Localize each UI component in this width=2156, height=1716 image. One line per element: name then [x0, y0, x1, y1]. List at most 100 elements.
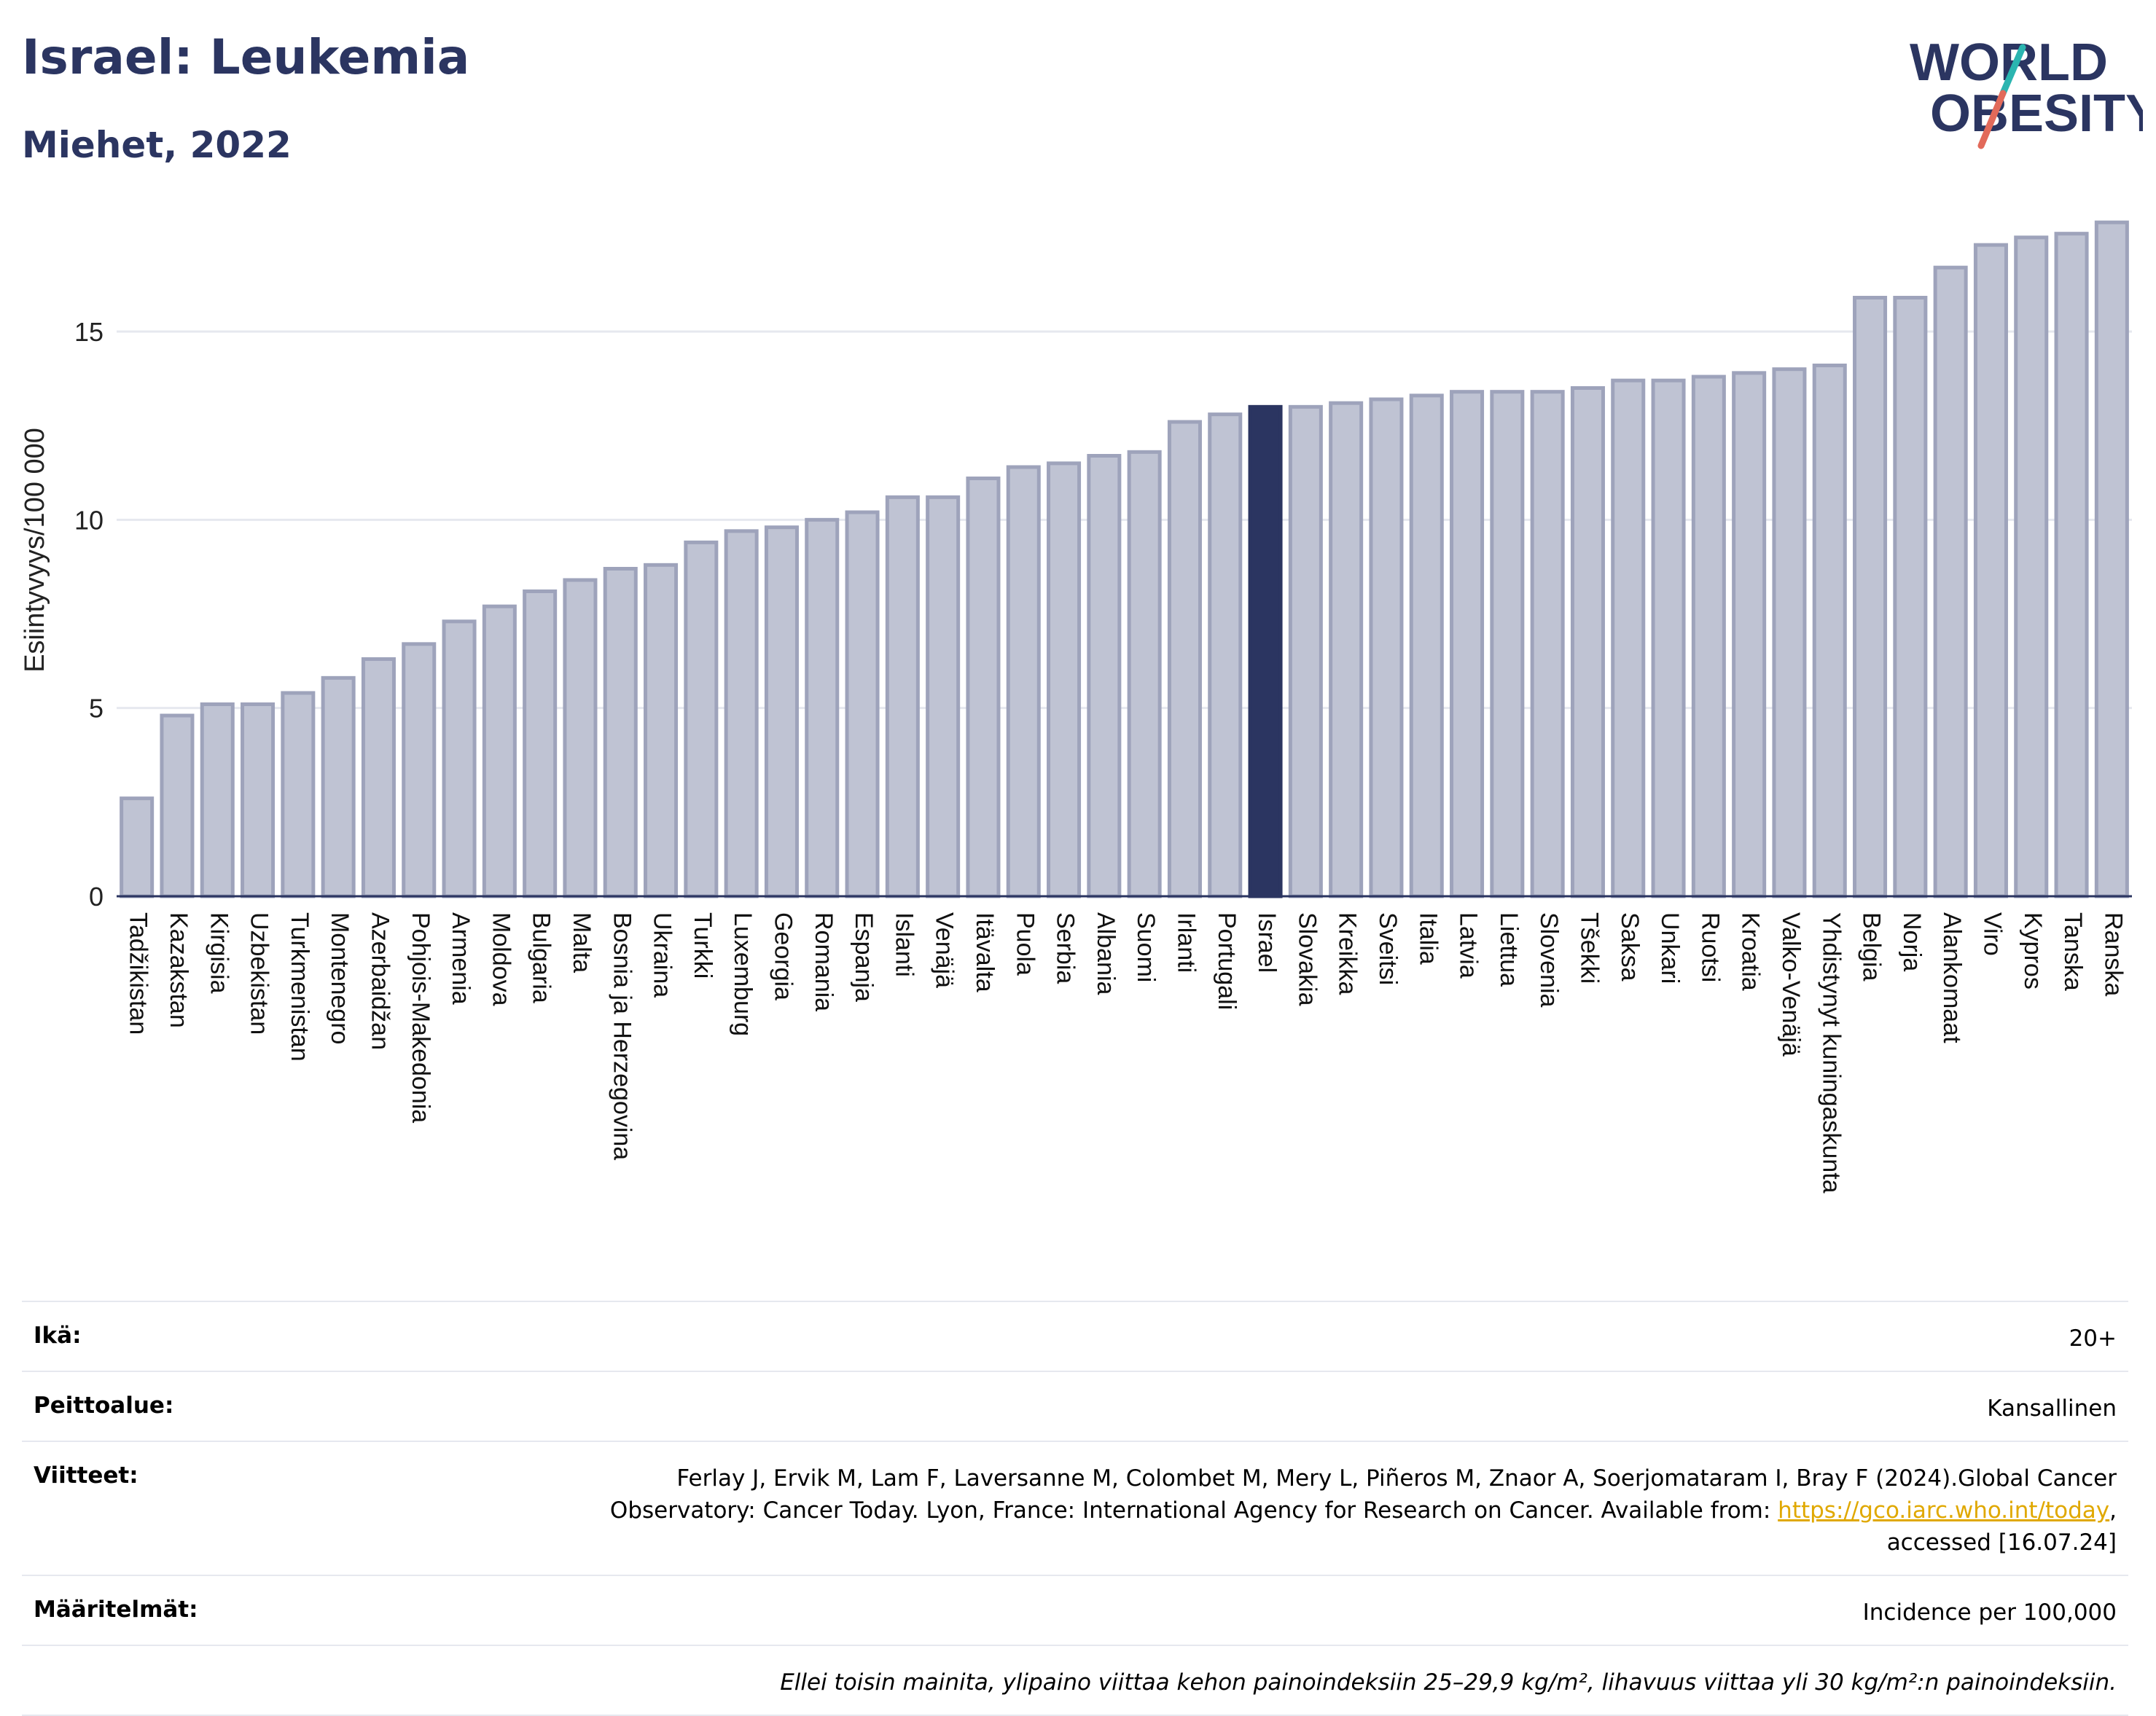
- x-tick-label: Albania: [1092, 912, 1120, 995]
- x-tick-label: Kreikka: [1334, 912, 1362, 995]
- x-axis-labels: Tadžikistan Kazakstan Kirgisia Uzbekistan Tu…: [125, 912, 2128, 1194]
- definition-note: Ellei toisin mainita, ylipaino viittaa k…: [780, 1669, 2117, 1696]
- x-tick-label: Ukraina: [649, 912, 676, 998]
- bar-chart: 0 5 10 15 Tadžikistan Kazakstan Kirgisia Uzbek…: [20, 220, 2132, 1194]
- bar: [966, 477, 1001, 898]
- x-tick-label: Turkki: [689, 912, 716, 979]
- x-tick-label: Moldova: [487, 912, 515, 1006]
- bar: [281, 691, 316, 898]
- bar: [1450, 390, 1485, 898]
- definitions-label: Määritelmät:: [34, 1596, 198, 1623]
- bar: [361, 657, 396, 898]
- references-line-2: Observatory: Cancer Today. Lyon, France:…: [609, 1497, 1778, 1524]
- bar: [241, 702, 276, 898]
- bar: [1369, 397, 1404, 898]
- bar: [1651, 378, 1686, 898]
- y-tick-label: 0: [89, 882, 103, 912]
- bar: [1933, 265, 1968, 898]
- bar: [1691, 375, 1726, 898]
- x-tick-label: Ruotsi: [1696, 912, 1724, 982]
- bar: [200, 702, 235, 898]
- references-label: Viitteet:: [34, 1462, 138, 1489]
- references-line-1: Ferlay J, Ervik M, Lam F, Laversanne M, …: [676, 1465, 2117, 1492]
- x-tick-label: Irlanti: [1172, 912, 1200, 973]
- bar: [1127, 450, 1162, 898]
- x-tick-label: Uzbekistan: [246, 912, 273, 1035]
- x-tick-label: Malta: [568, 912, 595, 973]
- x-tick-label: Serbia: [1052, 912, 1079, 984]
- bar: [1772, 367, 1807, 898]
- coverage-value: Kansallinen: [1987, 1395, 2117, 1422]
- bar: [563, 578, 598, 898]
- info-table: Ikä: 20+ Peittoalue: Kansallinen Viittee…: [22, 1301, 2128, 1716]
- references-link[interactable]: https://gco.iarc.who.int/today: [1778, 1497, 2110, 1524]
- bar: [684, 540, 719, 898]
- world-obesity-logo: WORLD OBESITY: [1910, 34, 2143, 149]
- age-value: 20+: [2069, 1325, 2117, 1352]
- x-tick-label: Alankomaat: [1938, 912, 1966, 1043]
- x-tick-label: Ranska: [2099, 912, 2127, 996]
- x-tick-label: Puola: [1011, 912, 1039, 976]
- x-tick-label: Slovenia: [1535, 912, 1563, 1008]
- bar: [764, 525, 799, 898]
- bar: [1812, 364, 1847, 898]
- bar: [1973, 243, 2008, 898]
- x-tick-label: Tšekki: [1575, 912, 1603, 984]
- x-tick-label: Bulgaria: [528, 912, 555, 1003]
- x-tick-label: Tanska: [2059, 912, 2087, 991]
- x-tick-label: Viro: [1978, 912, 2006, 956]
- definitions-value: Incidence per 100,000: [1862, 1599, 2117, 1626]
- chart-title: Israel: Leukemia: [22, 29, 470, 85]
- y-tick-label: 5: [89, 694, 103, 724]
- logo-word-obesity: OBESITY: [1930, 85, 2143, 143]
- bar: [160, 713, 195, 898]
- info-row-age: Ikä: 20+: [22, 1301, 2128, 1371]
- bar: [1409, 393, 1444, 898]
- bar: [1853, 296, 1888, 898]
- x-tick-label: Yhdistynyt kuningaskunta: [1817, 912, 1845, 1194]
- bar: [1167, 420, 1202, 898]
- bar: [1006, 465, 1041, 898]
- bar: [1893, 296, 1928, 898]
- age-label: Ikä:: [34, 1323, 82, 1349]
- x-tick-label: Sveitsi: [1374, 912, 1402, 985]
- bar: [1288, 404, 1323, 898]
- references-value: Ferlay J, Ervik M, Lam F, Laversanne M, …: [610, 1462, 2117, 1559]
- y-tick-label: 15: [74, 317, 103, 347]
- bar: [2014, 235, 2049, 898]
- logo-slash-teal: [1999, 44, 2026, 97]
- info-row-note: Ellei toisin mainita, ylipaino viittaa k…: [22, 1645, 2128, 1716]
- bar: [845, 510, 880, 898]
- bar: [644, 563, 679, 898]
- bar: [402, 642, 437, 898]
- bar: [1047, 461, 1082, 898]
- bar: [523, 589, 558, 898]
- bars: [120, 220, 2129, 898]
- bar: [120, 796, 155, 898]
- x-tick-label: Saksa: [1616, 912, 1644, 982]
- x-tick-label: Tadžikistan: [125, 912, 152, 1035]
- x-tick-label: Belgia: [1858, 912, 1886, 982]
- bar: [603, 567, 638, 898]
- bar: [1208, 412, 1243, 898]
- bar: [805, 517, 840, 898]
- bar: [1570, 386, 1605, 898]
- x-tick-label: Luxemburg: [729, 912, 757, 1036]
- x-tick-label: Espanja: [850, 912, 878, 1002]
- x-tick-label: Georgia: [769, 912, 797, 1000]
- y-axis-title: Esiintyvyys/100 000: [20, 428, 50, 673]
- bar: [2054, 232, 2089, 898]
- x-tick-label: Slovakia: [1293, 912, 1321, 1006]
- info-row-definitions: Määritelmät: Incidence per 100,000: [22, 1575, 2128, 1645]
- bar: [885, 495, 920, 898]
- x-tick-label: Italia: [1414, 912, 1442, 965]
- bar: [1329, 401, 1364, 898]
- bar: [1530, 390, 1565, 898]
- x-tick-label: Montenegro: [326, 912, 354, 1044]
- x-tick-label: Kypros: [2019, 912, 2047, 990]
- x-tick-label: Unkari: [1656, 912, 1684, 984]
- bar-highlighted: [1248, 404, 1283, 898]
- x-tick-label: Kazakstan: [165, 912, 192, 1028]
- y-tick-label: 10: [74, 505, 103, 535]
- x-tick-label: Israel: [1253, 912, 1281, 973]
